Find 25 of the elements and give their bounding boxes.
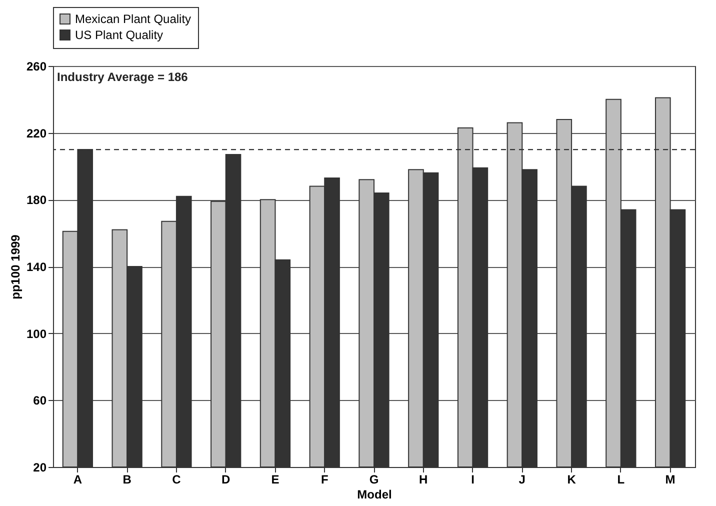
- x-tick-label: L: [617, 472, 625, 486]
- y-tick-label: 180: [26, 193, 47, 208]
- x-tick-label: M: [665, 472, 676, 486]
- y-tick-label: 140: [26, 260, 47, 274]
- x-tick-label: D: [222, 472, 231, 486]
- x-tick-label: I: [471, 472, 474, 486]
- x-tick-label: C: [172, 472, 182, 486]
- x-tick-label: J: [518, 472, 526, 486]
- x-tick-label: E: [271, 472, 280, 486]
- x-tick-label: A: [73, 472, 82, 486]
- y-tick-label: 260: [26, 60, 47, 74]
- y-tick-label: 220: [26, 126, 47, 140]
- y-tick-label: 60: [33, 394, 47, 408]
- y-tick-label: 100: [26, 326, 47, 341]
- y-axis-title: pp100 1999: [8, 234, 22, 300]
- legend-label: US Plant Quality: [75, 28, 164, 42]
- y-tick-label: 20: [33, 460, 47, 474]
- x-tick-label: G: [369, 472, 379, 486]
- legend-label: Mexican Plant Quality: [75, 12, 192, 26]
- annotation: Industry Average = 186: [57, 70, 188, 84]
- x-tick-label: F: [320, 472, 328, 486]
- x-tick-label: H: [419, 472, 428, 486]
- x-axis-title: Model: [357, 488, 392, 502]
- x-tick-label: B: [122, 472, 132, 486]
- x-tick-label: K: [567, 472, 576, 486]
